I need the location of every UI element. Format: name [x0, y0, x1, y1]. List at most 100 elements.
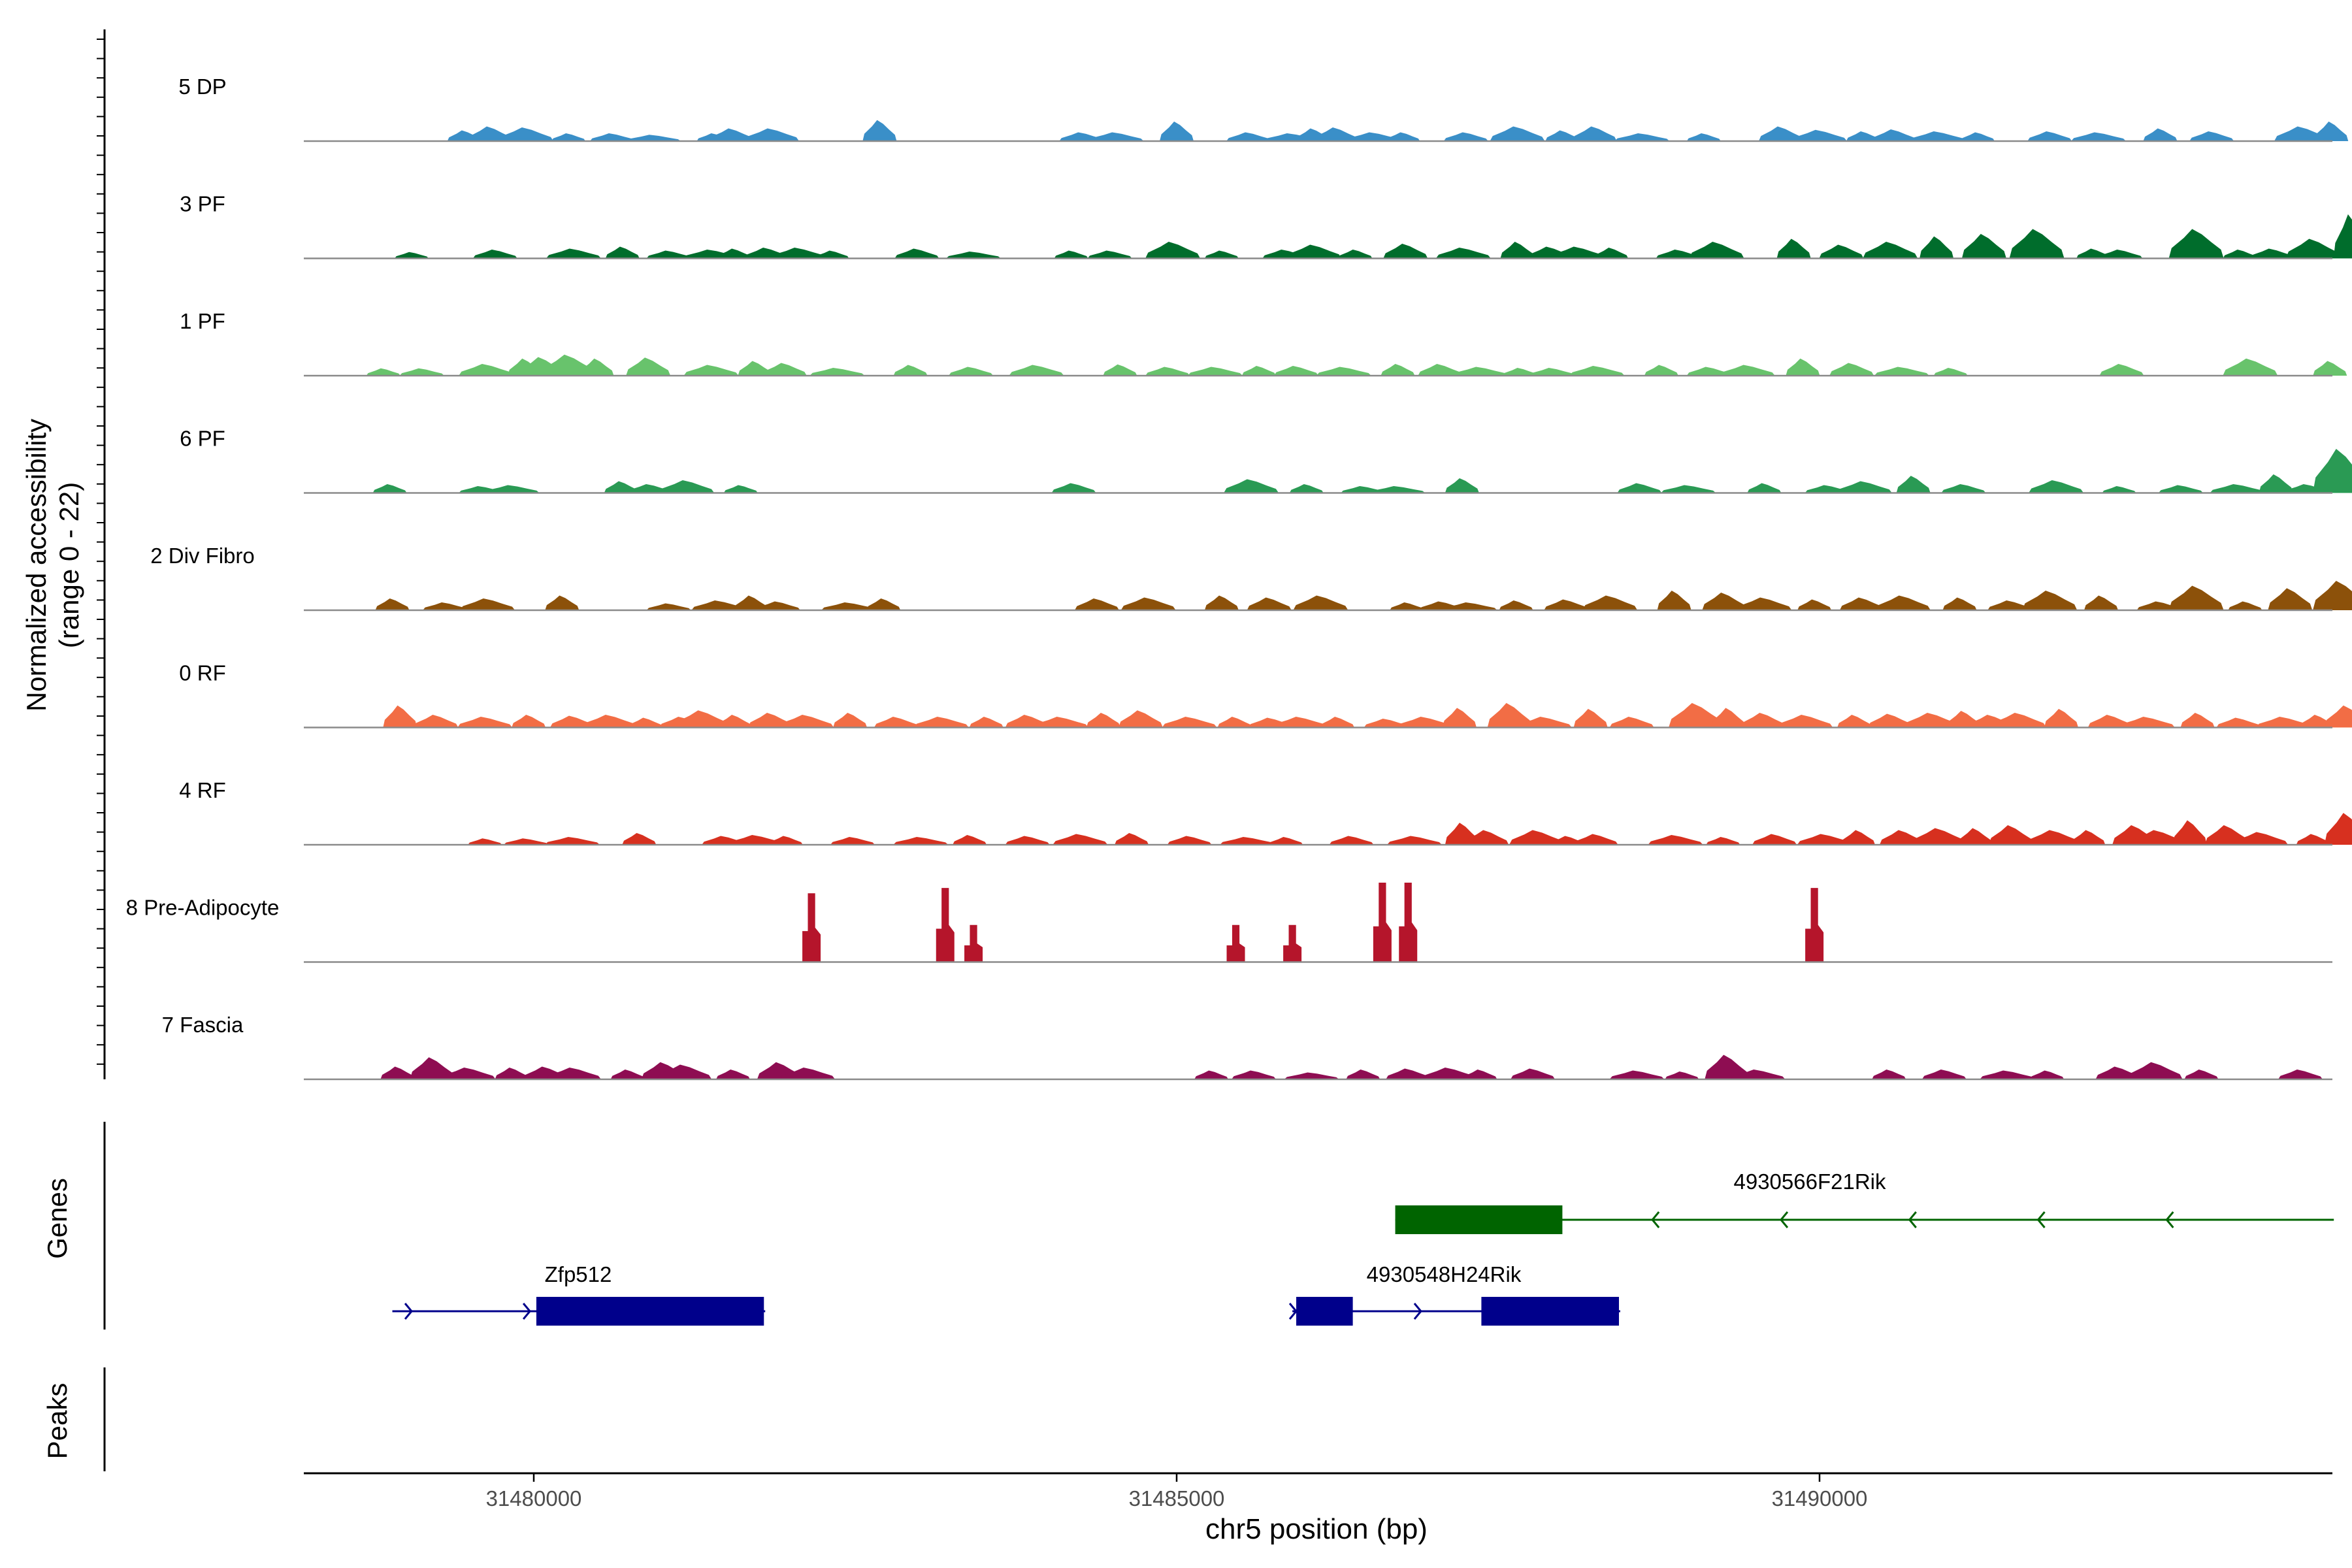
accessibility-peak [550, 715, 595, 728]
accessibility-peak [2026, 830, 2082, 845]
gene-4930566f21rik: 4930566F21Rik [1395, 1169, 2334, 1234]
accessibility-peak [1452, 367, 1508, 376]
accessibility-peak [1594, 248, 1629, 259]
accessibility-peak [1232, 1070, 1277, 1079]
accessibility-peak [2223, 250, 2257, 259]
accessibility-peak [580, 358, 614, 376]
accessibility-peak [1896, 476, 1931, 493]
accessibility-peak [2087, 715, 2132, 728]
accessibility-peak [1054, 250, 1088, 259]
accessibility-peak [1087, 250, 1132, 259]
accessibility-peak [1879, 830, 1924, 845]
accessibility-peak [1442, 708, 1477, 728]
gene-label: Zfp512 [545, 1262, 612, 1286]
accessibility-peak [2259, 474, 2293, 493]
accessibility-peak [1686, 367, 1731, 376]
accessibility-peak [629, 717, 663, 728]
accessibility-peak [414, 715, 459, 728]
accessibility-peak [1778, 715, 1833, 728]
y-axis-label-line2: (range 0 - 22) [54, 482, 84, 648]
track-8-pre-adipocyte: 8 Pre-Adipocyte [126, 883, 2332, 963]
accessibility-peak [1167, 836, 1212, 845]
accessibility-peak [1442, 602, 1497, 610]
accessibility-peak [1941, 484, 1986, 493]
strand-arrow [1651, 1211, 1660, 1228]
track-3-pf: 3 PF [180, 192, 2352, 259]
track-label: 3 PF [180, 192, 225, 216]
accessibility-peak [1241, 366, 1276, 376]
accessibility-peak [545, 595, 580, 610]
track-7-fascia: 7 Fascia [162, 1013, 2332, 1081]
accessibility-peak [874, 717, 919, 728]
accessibility-peak [1702, 593, 1747, 610]
accessibility-peak [1797, 599, 1832, 610]
accessibility-peak [833, 713, 868, 728]
gene-exon [1395, 1205, 1563, 1234]
genes-track-label: Genes [42, 1178, 73, 1259]
accessibility-peak [768, 836, 803, 845]
track-0-rf: 0 RF [179, 661, 2352, 728]
accessibility-peak [2285, 238, 2341, 259]
accessibility-peak [380, 1066, 415, 1079]
accessibility-peak [1863, 242, 1918, 259]
accessibility-peak [459, 364, 514, 376]
track-label: 0 RF [179, 661, 226, 685]
strand-arrow [2165, 1211, 2174, 1228]
accessibility-peak [913, 717, 969, 728]
track-2-div-fibro: 2 Div Fibro [150, 544, 2352, 612]
accessibility-peak [771, 248, 826, 259]
track-4-rf: 4 RF [179, 778, 2352, 846]
accessibility-peak [1509, 830, 1565, 845]
accessibility-peak [716, 1070, 751, 1079]
accessibility-peak [1399, 883, 1418, 962]
track-1-pf: 1 PF [180, 309, 2347, 377]
accessibility-peak [1961, 132, 1995, 141]
accessibility-peak [1443, 132, 1488, 141]
accessibility-peak [1686, 133, 1721, 141]
accessibility-peak [1283, 924, 1302, 962]
accessibility-peak [893, 365, 928, 376]
accessibility-peak [1874, 367, 1929, 376]
accessibility-peak [1550, 246, 1606, 259]
accessibility-peak [1269, 837, 1303, 845]
accessibility-peak [383, 705, 417, 728]
accessibility-peak [1346, 132, 1401, 141]
accessibility-peak [815, 250, 849, 259]
accessibility-peak [2071, 830, 2106, 845]
accessibility-peak [1204, 250, 1239, 259]
accessibility-peak [1293, 595, 1348, 610]
accessibility-peak [710, 128, 755, 141]
accessibility-peak [1569, 366, 1625, 376]
x-tick-label: 31490000 [1772, 1486, 1868, 1511]
accessibility-peak [546, 248, 602, 259]
accessibility-peak [1545, 130, 1580, 141]
accessibility-peak [1226, 132, 1271, 141]
gene-exon [536, 1297, 764, 1326]
accessibility-peak [1247, 597, 1292, 610]
accessibility-peak [1033, 717, 1088, 728]
accessibility-peak [1005, 836, 1050, 845]
accessibility-peak [969, 717, 1004, 728]
accessibility-peak [1904, 713, 1959, 728]
accessibility-peak [468, 838, 502, 845]
accessibility-peak [626, 357, 671, 376]
accessibility-peak [866, 598, 901, 610]
accessibility-peak [1272, 717, 1328, 728]
accessibility-peak [780, 1068, 836, 1079]
accessibility-peak [366, 368, 400, 376]
accessibility-peak [1609, 1070, 1665, 1079]
strand-arrow [522, 1303, 532, 1320]
accessibility-peak [659, 480, 715, 493]
accessibility-peak [2256, 717, 2311, 728]
accessibility-peak [1338, 250, 1373, 259]
accessibility-peak [2313, 449, 2352, 493]
accessibility-peak [1386, 132, 1420, 141]
accessibility-peak [728, 835, 784, 845]
accessibility-peak [399, 368, 444, 376]
gene-exon [1296, 1297, 1353, 1326]
accessibility-peak [1648, 835, 1703, 845]
accessibility-peak [1463, 1070, 1497, 1079]
accessibility-peak [1910, 131, 1966, 141]
accessibility-peak [717, 715, 752, 728]
